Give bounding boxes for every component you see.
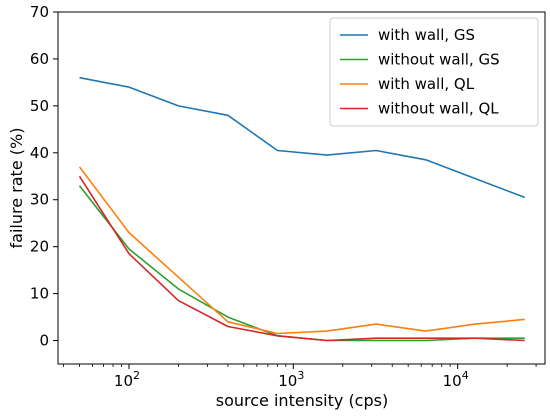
y-tick-label: 30 bbox=[30, 191, 49, 209]
x-tick-label: 104 bbox=[443, 369, 469, 390]
x-axis-label: source intensity (cps) bbox=[216, 391, 388, 410]
y-axis-label: failure rate (%) bbox=[7, 128, 26, 249]
series-line-1 bbox=[79, 76, 525, 199]
x-tick-label: 103 bbox=[278, 369, 304, 390]
legend: with wall, GS without wall, GS with wall, … bbox=[329, 17, 539, 127]
axes-border bbox=[57, 11, 546, 365]
axis-ticks: 0 10 20 30 40 50 60 70 102 103 104 bbox=[30, 3, 537, 390]
y-tick-label: 0 bbox=[39, 332, 49, 350]
legend-box bbox=[329, 17, 539, 127]
y-tick-label: 20 bbox=[30, 238, 49, 256]
legend-label: with wall, QL bbox=[378, 75, 475, 93]
series-line-3 bbox=[78, 166, 525, 335]
legend-label: without wall, GS bbox=[378, 51, 500, 69]
series-line-2 bbox=[78, 185, 525, 342]
x-tick-label: 102 bbox=[114, 369, 140, 390]
series-lines bbox=[78, 76, 525, 342]
legend-label: without wall, QL bbox=[378, 100, 499, 118]
y-tick-label: 50 bbox=[30, 97, 49, 115]
legend-label: with wall, GS bbox=[378, 26, 475, 44]
y-tick-label: 60 bbox=[30, 50, 49, 68]
series-line-4 bbox=[78, 175, 525, 342]
y-tick-label: 10 bbox=[30, 285, 49, 303]
axes-frame bbox=[57, 11, 546, 365]
y-tick-label: 40 bbox=[30, 144, 49, 162]
y-tick-label: 70 bbox=[30, 3, 49, 21]
